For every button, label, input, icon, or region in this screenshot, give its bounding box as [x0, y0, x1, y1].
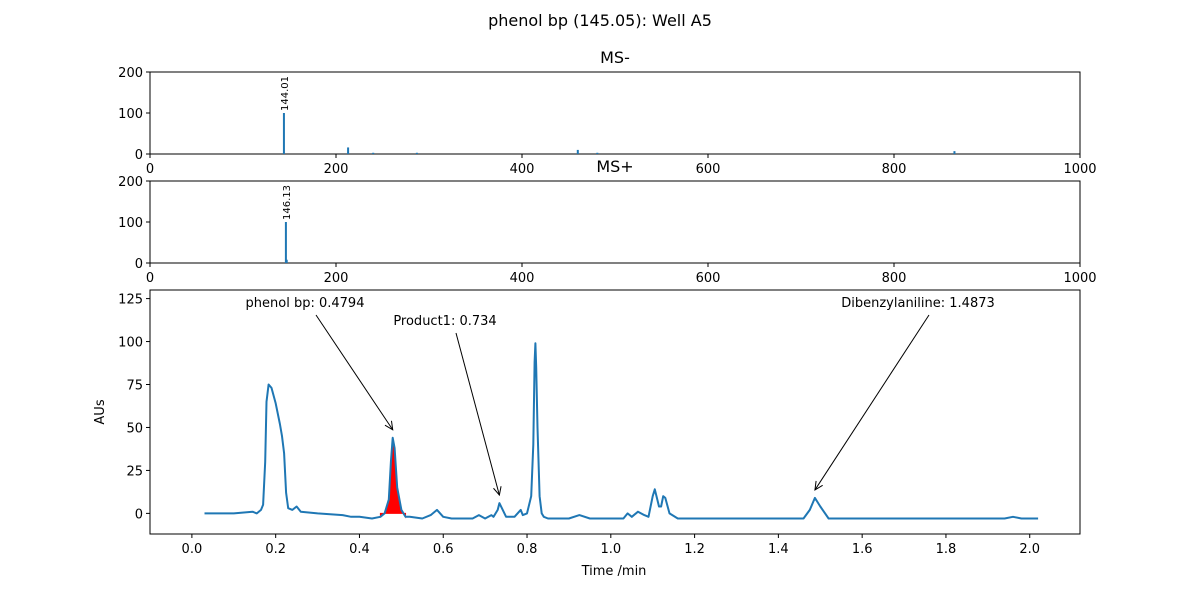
ms-negative-panel: MS- 0 200 400 600 800 1000 0 100 200 144.01 [118, 48, 1096, 177]
chromatogram-xtick-label: 0.6 [433, 542, 454, 557]
ms-positive-peak-bar [285, 259, 288, 263]
chromatogram-ytick-label: 125 [118, 293, 143, 308]
chromatogram-ytick-label: 25 [126, 464, 143, 479]
chromatogram-ytick-label: 50 [126, 421, 143, 436]
phenol-peak-highlight [379, 437, 407, 519]
chromatogram-xtick-label: 0.0 [182, 542, 203, 557]
ms-positive-ytick-label: 0 [135, 257, 143, 272]
chromatogram-trace [204, 342, 1039, 520]
ms-positive-xtick-label: 400 [510, 271, 535, 286]
ms-negative-xtick-label: 800 [882, 162, 907, 177]
ms-negative-peak-bar [953, 151, 956, 154]
chromatogram-ylabel: AUs [93, 399, 108, 424]
chromatogram-xtick-label: 1.2 [684, 542, 705, 557]
ms-positive-ytick-label: 100 [118, 216, 143, 231]
ms-negative-peak-bar [576, 149, 579, 154]
chromatogram-xtick-label: 1.8 [936, 542, 957, 557]
ms-positive-xtick-label: 1000 [1063, 271, 1096, 286]
annotation-arrow-head [814, 480, 823, 491]
ms-negative-xtick-label: 0 [146, 162, 154, 177]
ms-negative-peak-bar [372, 152, 375, 154]
annotation-label: Product1: 0.734 [393, 314, 496, 329]
chromatogram-xtick-label: 1.6 [852, 542, 873, 557]
chromatogram-xtick-label: 0.8 [517, 542, 538, 557]
ms-negative-peak-bar [282, 113, 285, 154]
ms-negative-ytick-label: 0 [135, 148, 143, 163]
chromatogram-frame [149, 289, 1081, 535]
ms-negative-xtick-label: 200 [324, 162, 349, 177]
chromatogram-ytick-label: 100 [118, 336, 143, 351]
ms-positive-title: MS+ [596, 157, 633, 176]
chromatogram-xtick-label: 2.0 [1019, 542, 1040, 557]
annotation-arrow-line [455, 332, 500, 496]
ms-positive-peak-bar [284, 222, 287, 263]
chromatogram-xtick-label: 1.0 [600, 542, 621, 557]
ms-positive-xtick-label: 600 [696, 271, 721, 286]
ms-negative-peak-label: 144.01 [280, 76, 291, 111]
annotation-arrow-line [814, 314, 930, 491]
chromatogram-xtick-label: 0.4 [349, 542, 370, 557]
annotation-arrow-head [493, 486, 502, 497]
chromatogram-xtick-label: 0.2 [265, 542, 286, 557]
ms-negative-xtick-label: 600 [696, 162, 721, 177]
chromatogram-ytick-label: 0 [135, 507, 143, 522]
chromatogram-xlabel: Time /min [581, 564, 647, 579]
chromatogram-panel: Time /min AUs 0.0 0.2 0.4 0.6 0.8 1.0 1.2 1.4 1.… [93, 289, 1081, 579]
ms-negative-ytick-label: 200 [118, 66, 143, 81]
chromatogram-xtick-label: 1.4 [768, 542, 789, 557]
ms-positive-peak-label: 146.13 [282, 185, 293, 220]
ms-positive-xtick-label: 800 [882, 271, 907, 286]
ms-positive-ytick-label: 200 [118, 175, 143, 190]
ms-negative-peak-bar [415, 152, 418, 154]
ms-negative-ytick-label: 100 [118, 107, 143, 122]
ms-negative-xtick-label: 1000 [1063, 162, 1096, 177]
figure-title: phenol bp (145.05): Well A5 [488, 11, 712, 30]
ms-negative-peak-bar [596, 152, 599, 154]
annotation-arrow-head [384, 420, 394, 431]
ms-negative-title: MS- [600, 48, 630, 67]
annotation-label: phenol bp: 0.4794 [246, 296, 365, 311]
chromatogram-ytick-label: 75 [126, 379, 143, 394]
annotation-arrow-line [315, 314, 394, 431]
annotation-label: Dibenzylaniline: 1.4873 [841, 296, 995, 311]
ms-positive-xtick-label: 200 [324, 271, 349, 286]
ms-negative-peak-bar [347, 147, 350, 154]
ms-positive-xtick-label: 0 [146, 271, 154, 286]
ms-negative-xtick-label: 400 [510, 162, 535, 177]
